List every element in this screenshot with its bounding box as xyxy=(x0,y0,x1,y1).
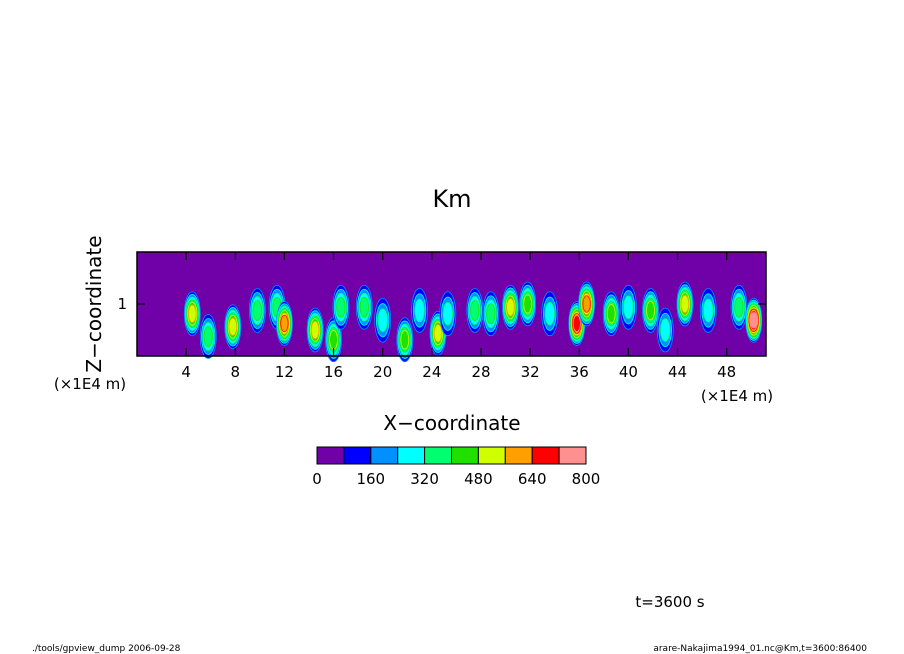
colorbar-swatch xyxy=(370,446,399,465)
colorbar-tick-label: 480 xyxy=(464,470,493,488)
x-axis-unit: (×1E4 m) xyxy=(701,387,773,405)
footer-left-label: ./tools/gpview_dump 2006-09-28 xyxy=(32,644,181,654)
colorbar-swatch xyxy=(316,446,345,465)
contour-blob xyxy=(310,320,320,340)
contour-blob xyxy=(442,302,453,326)
contour-blob xyxy=(623,295,634,319)
colorbar-swatch xyxy=(343,446,372,465)
contour-field xyxy=(183,281,763,363)
colorbar-swatch xyxy=(477,446,506,465)
x-tick-label: 36 xyxy=(570,363,589,381)
x-tick-label: 20 xyxy=(373,363,392,381)
contour-blob xyxy=(660,318,671,342)
y-axis-label: Z−coordinate xyxy=(82,235,106,372)
x-tick-label: 24 xyxy=(422,363,441,381)
y-tick-label: 1 xyxy=(117,295,127,313)
colorbar: 0 160 320 480 640 800 xyxy=(312,446,601,488)
x-tick-label: 44 xyxy=(668,363,687,381)
x-tick-label: 48 xyxy=(717,363,736,381)
x-tick-label: 4 xyxy=(181,363,191,381)
colorbar-swatch xyxy=(451,446,479,465)
contour-blob xyxy=(734,296,744,318)
colorbar-swatch xyxy=(504,446,533,465)
contour-blob xyxy=(329,330,338,350)
colorbar-swatch xyxy=(397,446,426,465)
y-axis-unit: (×1E4 m) xyxy=(54,375,126,393)
contour-blob xyxy=(703,298,714,323)
contour-blob xyxy=(336,296,346,318)
x-tick-label: 28 xyxy=(471,363,490,381)
contour-blob xyxy=(359,296,369,318)
contour-blob xyxy=(680,294,690,314)
chart-title: Km xyxy=(432,185,471,213)
x-tick-label: 32 xyxy=(521,363,540,381)
colorbar-tick-label: 160 xyxy=(356,470,385,488)
contour-blob xyxy=(377,308,388,332)
contour-blob xyxy=(749,312,758,329)
contour-blob xyxy=(582,295,591,313)
contour-blob xyxy=(203,326,213,347)
colorbar-swatch xyxy=(424,446,453,465)
contour-blob xyxy=(470,300,480,321)
contour-blob xyxy=(280,314,289,333)
x-tick-label: 40 xyxy=(619,363,638,381)
x-tick-label: 8 xyxy=(231,363,241,381)
x-tick-label: 12 xyxy=(275,363,294,381)
contour-blob xyxy=(523,294,533,314)
plot-area: 4 8 12 16 20 24 28 32 36 40 44 48 1 xyxy=(117,251,767,381)
colorbar-tick-label: 0 xyxy=(312,470,322,488)
contour-blob xyxy=(646,300,655,321)
colorbar-tick-label: 320 xyxy=(410,470,439,488)
contour-blob xyxy=(572,315,581,332)
contour-blob xyxy=(252,300,263,321)
contour-blob xyxy=(228,317,238,336)
contour-blob xyxy=(414,298,425,323)
footer-right-label: arare-Nakajima1994_01.nc@Km,t=3600:86400 xyxy=(653,644,867,654)
contour-blob xyxy=(544,302,555,326)
time-label: t=3600 s xyxy=(635,593,704,611)
contour-blob xyxy=(606,304,616,324)
y-axis-ticks: 1 xyxy=(117,295,766,313)
colorbar-tick-label: 800 xyxy=(572,470,601,488)
contour-blob xyxy=(400,330,410,350)
colorbar-swatch xyxy=(558,446,587,465)
contour-blob xyxy=(188,304,197,323)
x-axis-label: X−coordinate xyxy=(383,411,520,435)
x-axis-ticks: 4 8 12 16 20 24 28 32 36 40 44 48 xyxy=(181,252,736,381)
contour-blob xyxy=(506,298,515,317)
contour-blob xyxy=(486,303,496,325)
x-tick-label: 16 xyxy=(324,363,343,381)
colorbar-tick-label: 640 xyxy=(518,470,547,488)
contour-blob xyxy=(433,324,443,343)
colorbar-swatch xyxy=(531,446,560,465)
